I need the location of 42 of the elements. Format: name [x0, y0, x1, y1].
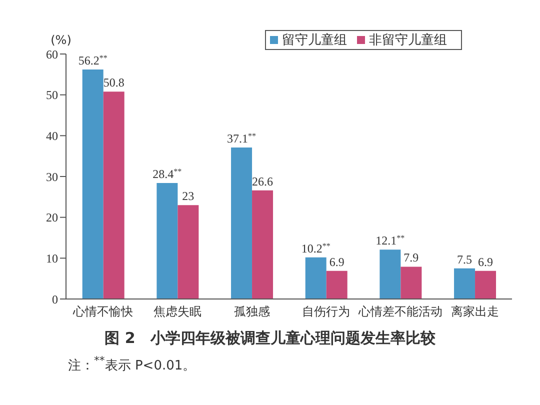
x-tick-label: 焦虑失眠 — [154, 304, 202, 319]
bar — [380, 250, 401, 299]
bar — [156, 183, 178, 299]
bar — [231, 148, 252, 299]
data-label: 50.8 — [103, 76, 124, 90]
y-tick-label: 40 — [46, 128, 58, 143]
data-label: 37.1$^{**}$ — [227, 131, 256, 146]
y-tick-label: 10 — [46, 251, 58, 266]
bar — [400, 266, 422, 299]
data-label: 7.5 — [457, 252, 472, 266]
x-tick-label: 孤独感 — [234, 304, 270, 319]
bar — [326, 270, 348, 299]
data-label: 56.2$^{**}$ — [78, 53, 108, 68]
data-label: 10.2$^{**}$ — [301, 240, 330, 256]
data-label: 6.9 — [478, 254, 494, 269]
bar — [103, 92, 124, 299]
legend-label: 留守儿童组 — [282, 33, 347, 48]
y-tick-label: 0 — [52, 292, 58, 306]
data-label: 6.9 — [329, 254, 344, 269]
data-label: 23 — [182, 189, 194, 204]
y-tick-label: 60 — [46, 47, 58, 62]
x-tick-label: 自伤行为 — [302, 304, 350, 319]
data-label: 12.1$^{**}$ — [376, 233, 405, 248]
data-label: 26.6 — [252, 174, 274, 188]
data-label: 28.4$^{**}$ — [152, 166, 182, 182]
text: 注：$^{**}$表示 P<0.01。 — [68, 354, 197, 374]
x-tick-label: 心情不愉快 — [72, 304, 134, 319]
bar — [252, 190, 274, 299]
data-label: 7.9 — [404, 250, 419, 265]
y-tick-label: 50 — [46, 88, 58, 102]
bar — [178, 205, 199, 299]
bar — [475, 270, 496, 299]
bar — [82, 70, 104, 299]
x-tick-label: 心情差不能活动 — [358, 304, 442, 319]
y-tick-label: 30 — [46, 170, 58, 184]
legend-label: 非留守儿童组 — [369, 33, 447, 48]
bar — [305, 257, 326, 299]
bar — [454, 268, 476, 299]
text: 图 2 小学四年级被调查儿童心理问题发生率比较 — [104, 329, 436, 348]
y-tick-label: 20 — [46, 210, 58, 225]
x-tick-label: 离家出走 — [450, 304, 499, 319]
y-axis-title: (%) — [50, 33, 72, 47]
